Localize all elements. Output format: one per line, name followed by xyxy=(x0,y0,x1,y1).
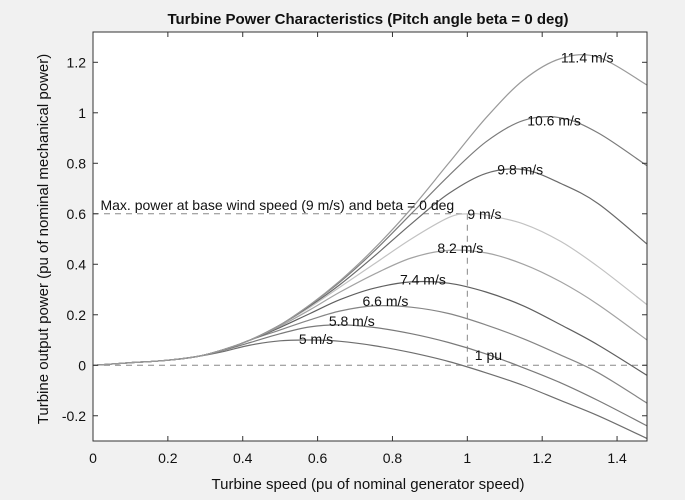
curve-label-5-8-m-s: 5.8 m/s xyxy=(329,313,375,329)
y-tick-label: 1 xyxy=(78,105,86,121)
chart-title: Turbine Power Characteristics (Pitch ang… xyxy=(167,11,568,28)
x-tick-label: 0.8 xyxy=(383,450,403,466)
y-tick-label: 0.2 xyxy=(67,307,87,323)
y-tick-label: 0.4 xyxy=(67,256,87,272)
curve-label-10-6-m-s: 10.6 m/s xyxy=(527,112,581,128)
curve-label-7-4-m-s: 7.4 m/s xyxy=(400,271,446,287)
x-tick-label: 1.2 xyxy=(532,450,552,466)
curve-labels: 5 m/s 5.8 m/s 6.6 m/s 7.4 m/s 8.2 m/s 9 m/s 9.… xyxy=(299,49,614,347)
curve-label-9-8-m-s: 9.8 m/s xyxy=(497,162,543,178)
curve-label-5-m-s: 5 m/s xyxy=(299,331,333,347)
curve-11-4-m-s xyxy=(92,54,648,366)
curve-label-11-4-m-s: 11.4 m/s xyxy=(561,49,614,65)
curve-label-6-6-m-s: 6.6 m/s xyxy=(363,293,409,309)
y-tick-label: 0.8 xyxy=(67,155,87,171)
power-curves xyxy=(92,54,648,440)
x-tick-label: 0 xyxy=(89,450,97,466)
y-tick-label: 0 xyxy=(78,357,86,373)
plot-area xyxy=(93,32,647,441)
x-tick-label: 1 xyxy=(463,450,471,466)
y-tick-label: -0.2 xyxy=(62,408,86,424)
x-tick-label: 0.2 xyxy=(158,450,178,466)
max-power-annotation: Max. power at base wind speed (9 m/s) an… xyxy=(100,197,454,213)
reference-lines xyxy=(93,213,647,366)
x-tick-label: 0.6 xyxy=(308,450,328,466)
y-tick-label: 0.6 xyxy=(67,206,87,222)
axis-ticks: 0 0.2 0.4 0.6 0.8 1 1.2 1.4-0.200.20.40.60.811.… xyxy=(62,32,647,466)
x-tick-label: 0.4 xyxy=(233,450,253,466)
x-axis-label: Turbine speed (pu of nominal generator s… xyxy=(212,476,525,493)
annotations: Max. power at base wind speed (9 m/s) an… xyxy=(100,197,502,363)
x-tick-label: 1.4 xyxy=(607,450,627,466)
plot-frame xyxy=(92,31,648,442)
curve-label-8-2-m-s: 8.2 m/s xyxy=(437,240,483,256)
y-tick-label: 1.2 xyxy=(67,54,87,70)
rated-speed-annotation: 1 pu xyxy=(475,347,502,363)
y-axis-label: Turbine output power (pu of nominal mech… xyxy=(35,54,52,424)
curve-label-9-m-s: 9 m/s xyxy=(467,206,501,222)
